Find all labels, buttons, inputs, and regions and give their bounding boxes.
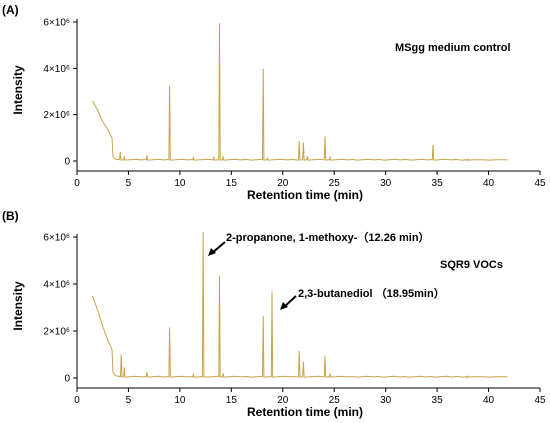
peak-label-butanediol: 2,3-butanediol （18.95min） — [298, 287, 445, 300]
panel-a-x-tick-label: 35 — [432, 178, 444, 189]
panel-a-x-tick-label: 40 — [483, 178, 495, 189]
panel-a-chromatogram-trace — [91, 23, 508, 162]
panel-b-x-tick-label: 15 — [226, 395, 238, 406]
panel-a-axes: 0 5 10 15 20 25 30 35 40 45 0 2×10⁶ 4×10⁶ 6×10⁶ — [43, 18, 546, 190]
panel-a-label: (A) — [2, 3, 19, 17]
panel-a-y-tick-label: 4×10⁶ — [43, 64, 70, 75]
panel-a-y-tick-label: 6×10⁶ — [43, 18, 70, 29]
panel-b-label: (B) — [2, 209, 19, 223]
panel-a-y-tick-label: 0 — [64, 157, 70, 168]
panel-b-x-tick-label: 25 — [329, 395, 341, 406]
panel-a-x-tick-label: 0 — [74, 178, 80, 189]
panel-b-x-tick-label: 0 — [74, 395, 80, 406]
panel-a-x-tick-label: 20 — [277, 178, 289, 189]
panel-b-x-tick-label: 30 — [380, 395, 392, 406]
peak-label-methoxypropanone: 2-propanone, 1-methoxy-（12.26 min） — [226, 231, 430, 244]
panel-b-ylabel: Intensity — [11, 281, 25, 331]
panel-a-x-tick-label: 25 — [329, 178, 341, 189]
panel-a-x-tick-label: 45 — [534, 178, 546, 189]
panel-a-x-tick-label: 30 — [380, 178, 392, 189]
panel-a-x-tick-label: 15 — [226, 178, 238, 189]
panel-b-x-tick-label: 35 — [432, 395, 444, 406]
panel-b-xlabel: Retention time (min) — [247, 405, 363, 419]
panel-a-ylabel: Intensity — [11, 65, 25, 115]
panel-b-y-tick-label: 2×10⁶ — [43, 327, 70, 338]
panel-b-x-tick-label: 5 — [126, 395, 132, 406]
panel-a-y-tick-label: 2×10⁶ — [43, 110, 70, 121]
panel-b-x-tick-label: 45 — [534, 395, 546, 406]
panel-b: (B) SQR9 VOCs Intensity Retention time (… — [2, 209, 546, 419]
panel-b-y-tick-label: 0 — [64, 374, 70, 385]
arrow-methoxypropanone — [208, 241, 226, 256]
panel-b-chromatogram-trace — [91, 232, 508, 379]
panel-b-x-tick-label: 40 — [483, 395, 495, 406]
panel-b-axes: 0 5 10 15 20 25 30 35 40 45 0 2×10⁶ 4×10⁶ 6×10⁶ — [43, 233, 546, 407]
arrow-butanediol — [280, 295, 297, 310]
panel-a: (A) MSgg medium control Intensity Retent… — [2, 3, 546, 202]
panel-b-annotation: SQR9 VOCs — [440, 259, 503, 271]
panel-a-xlabel: Retention time (min) — [247, 188, 363, 202]
panel-a-x-tick-label: 10 — [174, 178, 186, 189]
panel-a-annotation: MSgg medium control — [395, 42, 511, 54]
panel-a-x-tick-label: 5 — [126, 178, 132, 189]
panel-b-x-tick-label: 20 — [277, 395, 289, 406]
panel-b-x-tick-label: 10 — [174, 395, 186, 406]
panel-b-y-tick-label: 4×10⁶ — [43, 280, 70, 291]
panel-b-y-tick-label: 6×10⁶ — [43, 233, 70, 244]
